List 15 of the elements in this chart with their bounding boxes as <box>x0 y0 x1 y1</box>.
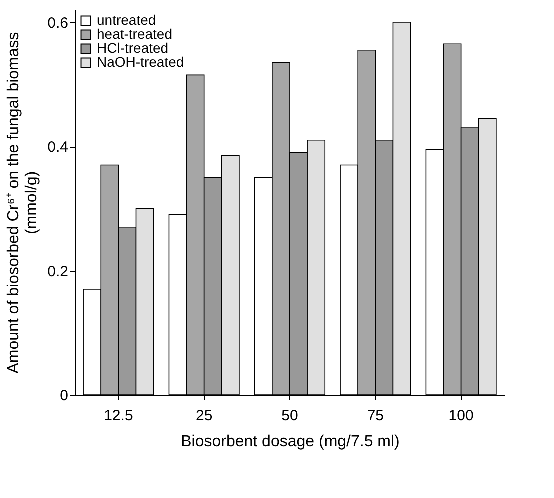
legend-label: HCl-treated <box>97 40 169 56</box>
y-tick-label: 0.4 <box>48 139 68 156</box>
y-axis-title: Amount of biosorbed Cr⁶⁺ on the fungal biomass (mmol/g) <box>6 32 41 374</box>
y-tick-label: 0 <box>60 388 68 404</box>
legend-label: heat-treated <box>97 26 172 42</box>
legend-label: untreated <box>97 12 156 28</box>
x-tick-label: 50 <box>282 408 298 424</box>
y-tick-label: 0.6 <box>48 14 68 32</box>
x-tick-label: 100 <box>448 408 474 424</box>
x-tick-label: 12.5 <box>104 408 134 424</box>
x-tick-label: 75 <box>367 408 384 424</box>
x-axis-title: Biosorbent dosage (mg/7.5 ml) <box>181 434 400 450</box>
x-tick-label: 25 <box>196 408 213 424</box>
legend-label: NaOH-treated <box>97 54 184 70</box>
y-tick-label: 0.2 <box>48 263 68 280</box>
